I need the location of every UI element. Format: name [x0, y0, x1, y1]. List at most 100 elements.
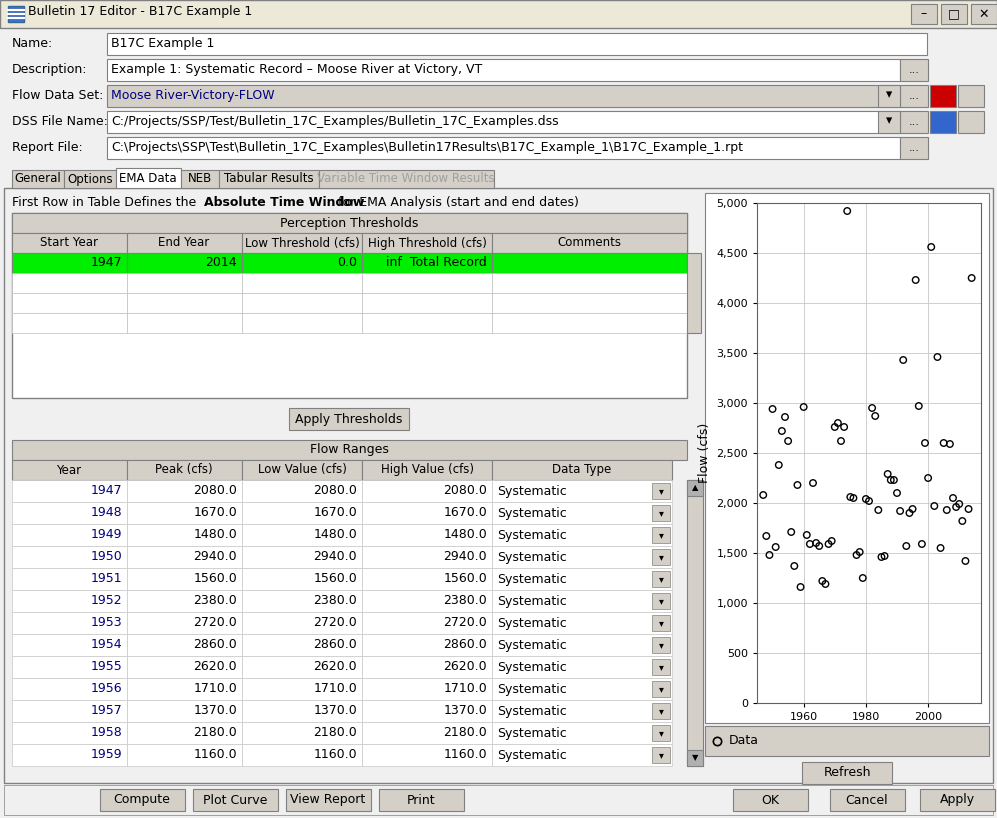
- Text: 1954: 1954: [91, 639, 122, 651]
- Text: 2940.0: 2940.0: [193, 551, 237, 564]
- Bar: [652, 549, 670, 565]
- Text: 2720.0: 2720.0: [193, 617, 237, 630]
- Text: Systematic: Systematic: [497, 682, 566, 695]
- Text: 1480.0: 1480.0: [313, 528, 357, 542]
- Bar: [319, 170, 494, 188]
- Bar: [687, 253, 701, 333]
- Bar: [127, 744, 242, 766]
- Bar: [652, 527, 670, 543]
- Text: 1670.0: 1670.0: [313, 506, 357, 519]
- Point: [889, 487, 905, 500]
- Bar: [242, 744, 362, 766]
- Bar: [492, 744, 672, 766]
- Text: ▾: ▾: [659, 508, 663, 518]
- Text: 1953: 1953: [91, 617, 122, 630]
- Text: ...: ...: [908, 117, 919, 127]
- Text: Systematic: Systematic: [497, 639, 566, 651]
- Bar: [116, 168, 181, 188]
- Text: 2860.0: 2860.0: [313, 639, 357, 651]
- Bar: [733, 789, 808, 811]
- Point: [907, 273, 923, 286]
- Point: [799, 528, 815, 542]
- Bar: [12, 273, 127, 293]
- Text: 2860.0: 2860.0: [193, 639, 237, 651]
- Point: [923, 240, 939, 254]
- Bar: [362, 273, 492, 293]
- Point: [777, 411, 793, 424]
- Bar: [12, 480, 127, 502]
- Bar: [286, 789, 371, 811]
- Text: 2080.0: 2080.0: [443, 484, 487, 497]
- Text: 2720.0: 2720.0: [313, 617, 357, 630]
- Point: [861, 494, 877, 507]
- Point: [845, 492, 861, 505]
- Text: ▾: ▾: [886, 88, 892, 101]
- Text: Options: Options: [67, 173, 113, 186]
- Text: 1958: 1958: [91, 726, 122, 739]
- Bar: [242, 253, 362, 273]
- Bar: [930, 111, 956, 133]
- Text: Systematic: Systematic: [497, 551, 566, 564]
- Text: ...: ...: [908, 65, 919, 75]
- Text: B17C Example 1: B17C Example 1: [111, 37, 214, 50]
- Text: Description:: Description:: [12, 63, 88, 76]
- Text: Systematic: Systematic: [497, 573, 566, 586]
- Bar: [127, 480, 242, 502]
- Text: Name:: Name:: [12, 37, 53, 50]
- Text: Apply Thresholds: Apply Thresholds: [295, 412, 403, 425]
- Text: for EMA Analysis (start and end dates): for EMA Analysis (start and end dates): [334, 196, 579, 209]
- Point: [882, 474, 898, 487]
- Text: 2620.0: 2620.0: [193, 660, 237, 673]
- Point: [796, 401, 812, 414]
- Point: [818, 578, 833, 591]
- Text: Compute: Compute: [114, 793, 170, 807]
- Bar: [652, 725, 670, 741]
- Bar: [652, 659, 670, 675]
- Text: 2720.0: 2720.0: [444, 617, 487, 630]
- Bar: [12, 253, 127, 273]
- Text: 1949: 1949: [91, 528, 122, 542]
- Bar: [127, 313, 242, 333]
- Bar: [652, 615, 670, 631]
- Text: ▾: ▾: [659, 662, 663, 672]
- Text: ▾: ▾: [659, 596, 663, 606]
- Text: Print: Print: [407, 793, 436, 807]
- Point: [873, 551, 889, 564]
- Text: ▼: ▼: [692, 753, 698, 762]
- Bar: [127, 612, 242, 634]
- Bar: [652, 483, 670, 499]
- Bar: [12, 293, 127, 313]
- Text: 2940.0: 2940.0: [444, 551, 487, 564]
- Point: [762, 548, 778, 561]
- Text: Peak (cfs): Peak (cfs): [156, 464, 212, 477]
- Text: Flow Ranges: Flow Ranges: [309, 443, 389, 456]
- Text: Systematic: Systematic: [497, 748, 566, 762]
- Y-axis label: Flow (cfs): Flow (cfs): [698, 423, 711, 483]
- Bar: [379, 789, 464, 811]
- Text: 1160.0: 1160.0: [193, 748, 237, 762]
- Point: [839, 204, 855, 218]
- Point: [768, 541, 784, 554]
- Text: 2380.0: 2380.0: [193, 595, 237, 608]
- Text: Data Type: Data Type: [552, 464, 611, 477]
- Text: 2014: 2014: [205, 257, 237, 269]
- Bar: [127, 253, 242, 273]
- Point: [815, 574, 831, 587]
- Text: End Year: End Year: [159, 236, 209, 249]
- Point: [790, 479, 806, 492]
- Bar: [900, 137, 928, 159]
- Bar: [12, 440, 687, 460]
- Text: ▾: ▾: [659, 750, 663, 760]
- Bar: [920, 789, 995, 811]
- Bar: [242, 590, 362, 612]
- Bar: [12, 460, 127, 480]
- Bar: [12, 213, 687, 398]
- Text: ...: ...: [908, 91, 919, 101]
- Bar: [492, 524, 672, 546]
- Text: ✕: ✕: [979, 7, 989, 20]
- Text: inf  Total Record: inf Total Record: [386, 257, 487, 269]
- Bar: [362, 502, 492, 524]
- Bar: [242, 612, 362, 634]
- Bar: [878, 111, 900, 133]
- Point: [954, 515, 970, 528]
